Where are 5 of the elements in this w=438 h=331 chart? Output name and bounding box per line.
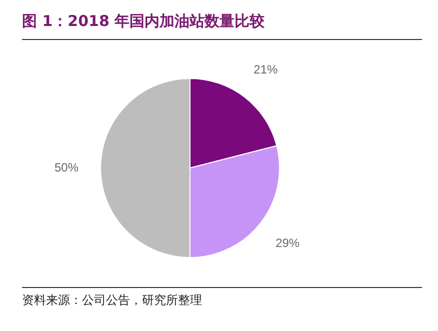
chart-title: 图 1：2018 年国内加油站数量比较	[22, 12, 265, 31]
data-label: 29%	[276, 236, 300, 250]
data-label: 21%	[254, 62, 278, 77]
data-label: 50%	[54, 160, 79, 174]
text: 资料来源：公司公告，研究所整理	[22, 292, 202, 309]
